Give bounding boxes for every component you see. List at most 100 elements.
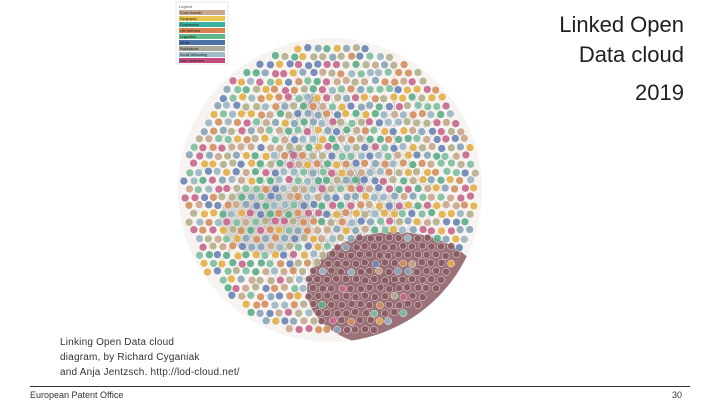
dataset-node <box>395 217 404 226</box>
dataset-node <box>257 94 266 103</box>
dataset-node <box>332 293 341 301</box>
dataset-node <box>423 151 432 160</box>
dataset-node <box>313 111 323 120</box>
dataset-node <box>189 225 199 234</box>
dataset-node <box>271 69 280 78</box>
dataset-node <box>294 143 304 153</box>
dataset-node <box>432 266 441 275</box>
slide-title: Linked Open Data cloud <box>464 10 684 70</box>
dataset-node <box>274 77 283 87</box>
dataset-node <box>360 143 369 152</box>
dataset-node <box>447 209 456 218</box>
dataset-node <box>346 152 356 161</box>
dataset-node <box>289 266 298 275</box>
dataset-node <box>261 284 271 293</box>
dataset-node <box>375 102 384 112</box>
dataset-node <box>370 293 379 301</box>
dataset-node <box>432 102 441 111</box>
dataset-node <box>270 284 279 293</box>
dataset-node <box>337 134 346 143</box>
dataset-node <box>441 235 451 244</box>
dataset-node <box>365 85 375 94</box>
dataset-node <box>465 143 475 152</box>
dataset-node <box>284 111 294 120</box>
dataset-node <box>341 243 350 252</box>
dataset-node <box>447 242 456 250</box>
dataset-node <box>426 160 436 169</box>
dataset-node <box>247 159 256 168</box>
dataset-node <box>346 101 356 111</box>
dataset-node <box>427 93 437 102</box>
dataset-node <box>214 152 223 161</box>
dataset-node <box>208 241 218 251</box>
dataset-node <box>251 267 260 276</box>
dataset-node <box>422 119 432 128</box>
dataset-node <box>218 210 228 219</box>
dataset-node <box>200 159 209 169</box>
dataset-node <box>327 134 337 144</box>
dataset-node <box>403 216 413 226</box>
dataset-node <box>437 144 446 153</box>
dataset-node <box>222 184 231 193</box>
dataset-node <box>471 168 480 178</box>
dataset-node <box>236 275 246 284</box>
dataset-node <box>294 243 303 252</box>
caption-line: diagram, by Richard Cyganiak <box>60 352 200 363</box>
dataset-node <box>351 308 359 316</box>
dataset-node <box>237 292 246 301</box>
dataset-node <box>380 127 389 136</box>
dataset-node <box>271 51 280 60</box>
dataset-node <box>204 134 214 143</box>
dataset-node <box>451 234 460 244</box>
dataset-node <box>452 201 461 210</box>
dataset-node <box>237 193 246 202</box>
dataset-node <box>265 92 274 102</box>
dataset-node <box>371 109 380 118</box>
dataset-node <box>323 242 332 251</box>
dataset-node <box>280 316 290 326</box>
dataset-node <box>290 119 299 128</box>
dataset-node <box>422 267 431 275</box>
dataset-node <box>350 78 360 87</box>
dataset-node <box>314 44 323 53</box>
title-line: Data cloud <box>578 42 684 67</box>
dataset-node <box>460 134 469 143</box>
dataset-node <box>295 275 304 284</box>
dataset-node <box>328 86 337 95</box>
dataset-node <box>402 117 412 126</box>
dataset-node <box>423 168 432 177</box>
dataset-node <box>361 60 371 69</box>
dataset-node <box>266 160 275 169</box>
dataset-node <box>270 151 279 160</box>
dataset-node <box>447 259 455 268</box>
dataset-node <box>208 143 218 152</box>
legend-swatch <box>179 58 225 63</box>
dataset-node <box>404 200 413 210</box>
dataset-node <box>357 69 366 79</box>
dataset-node <box>412 118 421 128</box>
dataset-node <box>460 217 470 226</box>
dataset-node <box>428 127 437 136</box>
dataset-node <box>381 276 390 285</box>
dataset-node <box>385 53 394 62</box>
dataset-node <box>217 192 227 201</box>
dataset-node <box>228 94 238 103</box>
dataset-node <box>412 167 421 176</box>
dataset-node <box>337 52 346 61</box>
dataset-node <box>290 184 300 194</box>
dataset-node <box>346 285 355 293</box>
dataset-node <box>260 134 270 143</box>
dataset-node <box>432 183 441 192</box>
dataset-node <box>204 200 213 209</box>
dataset-node <box>308 151 318 161</box>
dataset-node <box>357 168 366 177</box>
dataset-node <box>381 258 389 267</box>
dataset-node <box>374 151 383 160</box>
dataset-node <box>357 217 366 226</box>
dataset-node <box>342 44 351 53</box>
dataset-node <box>326 184 336 194</box>
dataset-node <box>204 118 213 128</box>
dataset-node <box>336 233 345 242</box>
dataset-node <box>322 210 331 219</box>
dataset-node <box>403 85 412 95</box>
